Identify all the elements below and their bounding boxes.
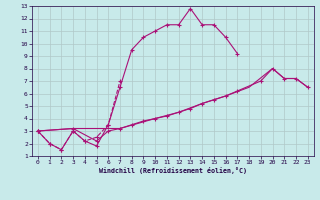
X-axis label: Windchill (Refroidissement éolien,°C): Windchill (Refroidissement éolien,°C)	[99, 167, 247, 174]
